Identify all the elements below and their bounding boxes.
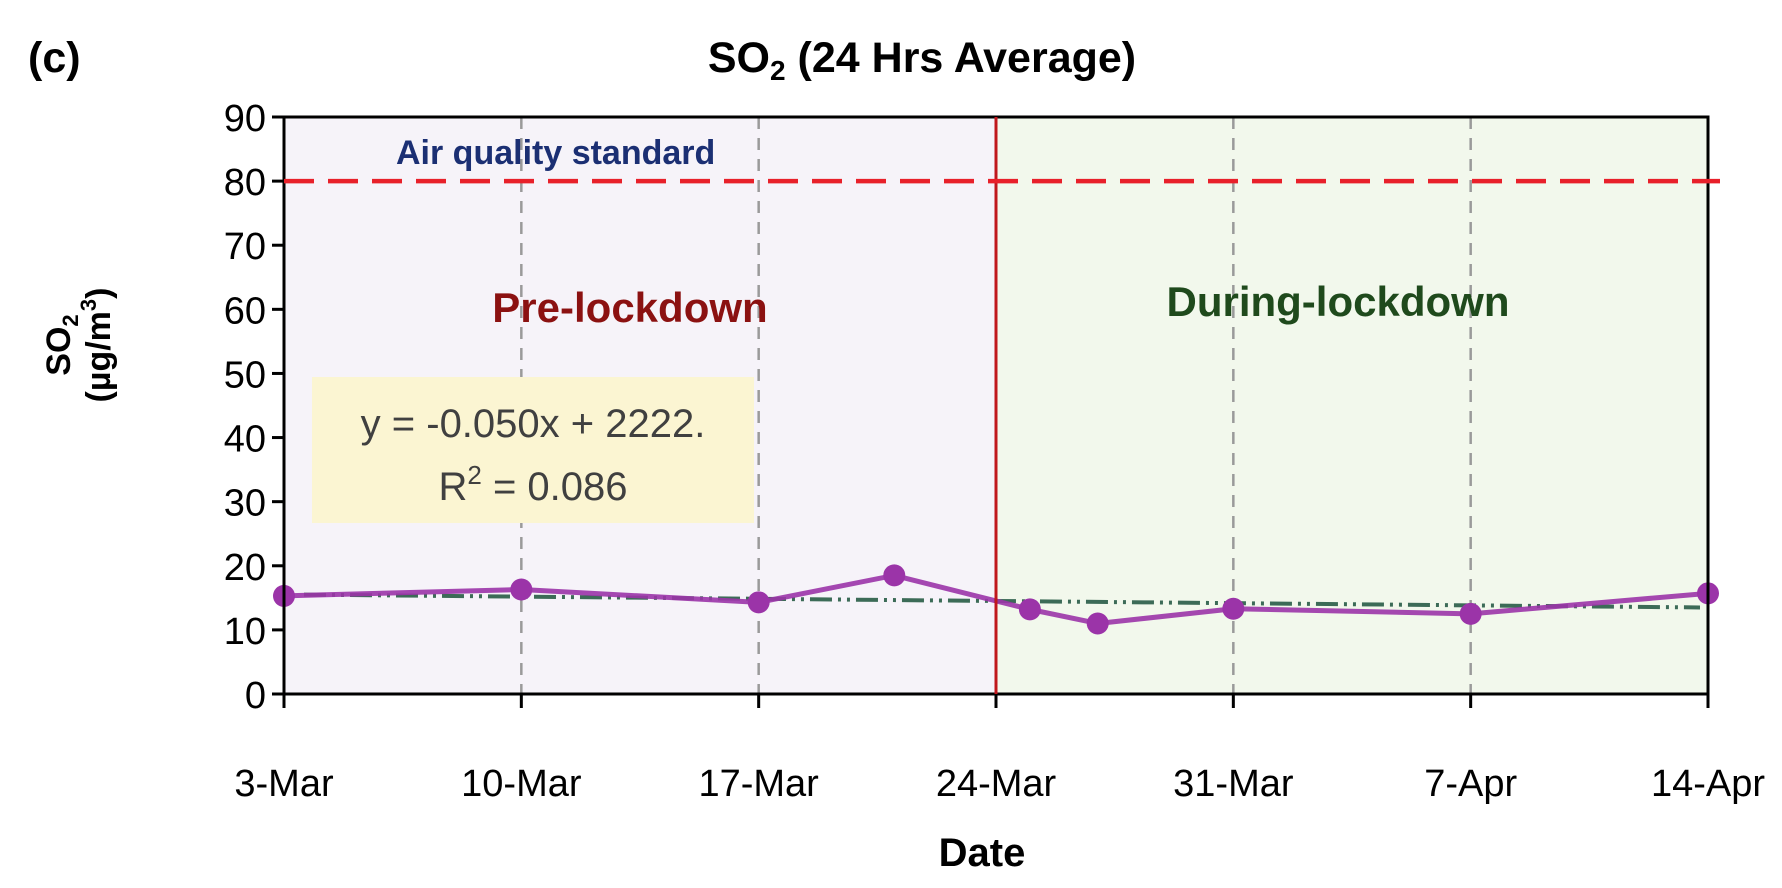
title-rest: (24 Hrs Average) <box>786 34 1137 82</box>
trendline-equation: y = -0.050x + 2222. <box>361 402 706 446</box>
ylabel-line1-sub: 2 <box>58 314 83 326</box>
x-tick-label-3-Mar: 3-Mar <box>234 763 334 805</box>
so2-series <box>273 564 1719 635</box>
y-tick-label-70: 70 <box>224 226 266 268</box>
y-tick-label-30: 30 <box>224 483 266 525</box>
x-axis: 3-Mar 10-Mar 17-Mar 24-Mar 31-Mar 7-Apr 14-Apr <box>234 694 1765 805</box>
pre-lockdown-label: Pre-lockdown <box>492 284 767 331</box>
data-point-10-Mar <box>510 578 533 601</box>
ylabel-line1-main: SO <box>40 327 78 376</box>
y-tick-label-60: 60 <box>224 290 266 332</box>
x-tick-label-14-Apr: 14-Apr <box>1651 763 1765 805</box>
x-axis-label: Date <box>939 831 1026 875</box>
data-point-31-Mar <box>1222 597 1245 620</box>
r2-post: = 0.086 <box>482 465 628 509</box>
title-main: SO <box>708 34 770 82</box>
r2-pre: R <box>438 465 467 509</box>
x-tick-label-10-Mar: 10-Mar <box>461 763 582 805</box>
ylabel-line2-sup: 3 <box>76 299 101 311</box>
chart-title: SO2 (24 Hrs Average) <box>708 34 1136 86</box>
y-tick-label-90: 90 <box>224 98 266 140</box>
svg-text:(µg/m3): (µg/m3) <box>76 288 118 403</box>
panel-label: (c) <box>28 34 81 82</box>
ylabel-line2-post: ) <box>80 288 118 299</box>
data-point-25-Mar <box>1018 598 1041 621</box>
trendline-equation-box <box>312 377 754 523</box>
y-tick-label-0: 0 <box>245 675 266 717</box>
x-tick-label-24-Mar: 24-Mar <box>936 763 1057 805</box>
y-tick-label-40: 40 <box>224 419 266 461</box>
y-axis: 0 10 20 30 40 50 60 70 80 90 <box>224 98 284 717</box>
r2-sup: 2 <box>467 460 481 490</box>
y-tick-label-80: 80 <box>224 162 266 204</box>
standard-label: Air quality standard <box>396 134 715 172</box>
ylabel-line2-pre: (µg/m <box>80 311 118 402</box>
data-point-17-Mar <box>747 591 770 614</box>
y-tick-label-10: 10 <box>224 611 266 653</box>
svg-text:SO2: SO2 <box>40 314 83 375</box>
x-tick-label-7-Apr: 7-Apr <box>1424 763 1517 805</box>
title-sub: 2 <box>770 55 786 86</box>
data-point-27-Mar <box>1086 612 1109 635</box>
y-axis-label: SO2 (µg/m3) <box>40 288 118 403</box>
data-point-21-Mar <box>883 564 906 587</box>
data-point-7-Apr <box>1459 602 1482 625</box>
y-tick-label-20: 20 <box>224 547 266 589</box>
during-lockdown-region <box>996 117 1708 694</box>
y-tick-label-50: 50 <box>224 354 266 396</box>
trendline-r2: R2 = 0.086 <box>438 460 627 509</box>
during-lockdown-label: During-lockdown <box>1167 278 1510 325</box>
x-tick-label-17-Mar: 17-Mar <box>698 763 819 805</box>
x-tick-label-31-Mar: 31-Mar <box>1173 763 1294 805</box>
